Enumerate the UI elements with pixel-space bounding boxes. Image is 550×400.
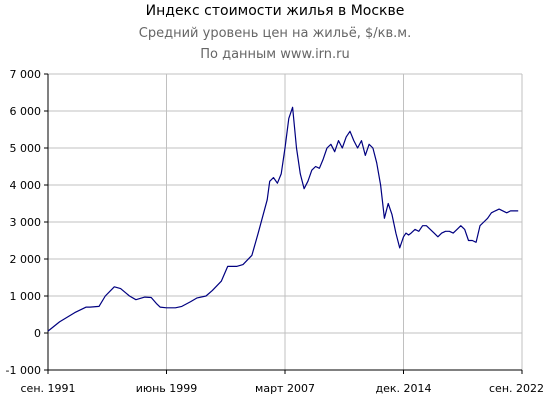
chart-subtitle: Средний уровень цен на жильё, $/кв.м. (138, 26, 412, 41)
y-tick-label: 7 000 (10, 68, 42, 81)
y-tick-label: 2 000 (10, 253, 42, 266)
y-tick-label: 3 000 (10, 216, 42, 229)
y-tick-label: 6 000 (10, 105, 42, 118)
x-tick-label: дек. 2014 (375, 382, 431, 395)
chart-source: По данным www.irn.ru (200, 47, 350, 62)
y-tick-label: 4 000 (10, 179, 42, 192)
chart-title: Индекс стоимости жилья в Москве (145, 3, 405, 19)
x-tick-label: сен. 2022 (489, 382, 544, 395)
series-line (47, 106, 519, 332)
y-tick-label: 0 (34, 327, 41, 340)
y-tick-label: 1 000 (10, 290, 42, 303)
y-tick-label: 5 000 (10, 142, 42, 155)
x-tick-label: июнь 1999 (136, 382, 198, 395)
x-tick-label: март 2007 (255, 382, 315, 395)
y-tick-label: -1 000 (6, 364, 41, 377)
x-tick-label: сен. 1991 (21, 382, 76, 395)
